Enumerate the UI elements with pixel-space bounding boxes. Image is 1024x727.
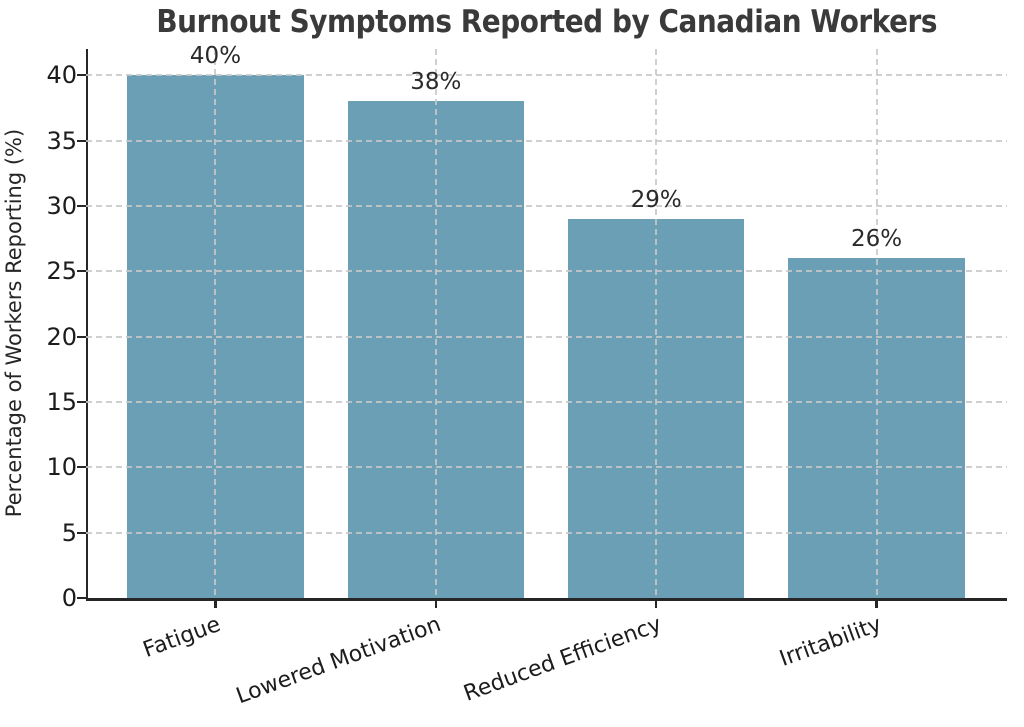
gridline-vertical-3 xyxy=(655,49,658,598)
gridline-vertical-4 xyxy=(875,49,878,598)
y-tick-mark xyxy=(77,139,86,142)
y-tick-mark xyxy=(77,597,86,599)
y-tick-mark xyxy=(77,204,86,207)
x-tick-label-lowered-motivation: Lowered Motivation xyxy=(233,612,445,710)
x-tick-label-reduced-efficiency: Reduced Efficiency xyxy=(460,612,665,707)
bar-value-label: 40% xyxy=(189,43,242,70)
x-tick-mark xyxy=(214,601,217,608)
y-tick-label-10: 10 xyxy=(46,453,77,482)
gridline-horizontal-40 xyxy=(85,74,1007,77)
y-tick-label-30: 30 xyxy=(46,191,77,220)
gridline-horizontal-25 xyxy=(85,270,1007,273)
y-tick-label-20: 20 xyxy=(46,322,77,351)
gridline-vertical-2 xyxy=(434,49,437,598)
y-tick-mark xyxy=(77,270,86,273)
x-axis-spine xyxy=(85,598,1007,601)
x-tick-label-irritability: Irritability xyxy=(776,612,886,672)
chart-title-text: Burnout Symptoms Reported by Canadian Wo… xyxy=(156,4,938,40)
y-tick-label-25: 25 xyxy=(46,257,77,286)
y-axis-spine xyxy=(85,49,88,601)
y-tick-label-15: 15 xyxy=(46,387,77,416)
plot-area: 40% 38% 29% 26% xyxy=(85,43,1007,598)
y-tick-label-5: 5 xyxy=(61,518,77,547)
y-tick-label-35: 35 xyxy=(46,126,77,155)
gridline-horizontal-30 xyxy=(85,204,1007,207)
gridline-horizontal-20 xyxy=(85,335,1007,338)
y-tick-mark xyxy=(77,466,86,469)
x-tick-mark xyxy=(654,601,658,608)
x-tick-label-fatigue: Fatigue xyxy=(140,612,225,663)
y-tick-mark xyxy=(77,531,86,534)
y-tick-mark xyxy=(77,335,86,338)
gridline-horizontal-10 xyxy=(85,466,1007,469)
y-tick-mark xyxy=(77,74,86,77)
x-tick-mark xyxy=(434,601,438,608)
gridline-horizontal-5 xyxy=(85,531,1007,534)
y-tick-label-40: 40 xyxy=(46,61,77,90)
bar-value-label: 26% xyxy=(850,226,903,253)
y-tick-label-0: 0 xyxy=(61,584,77,612)
gridline-horizontal-35 xyxy=(85,139,1007,142)
gridline-vertical-1 xyxy=(214,49,217,598)
y-tick-mark xyxy=(77,400,86,403)
bar-value-label: 29% xyxy=(630,186,682,213)
chart-title: Burnout Symptoms Reported by Canadian Wo… xyxy=(87,4,1007,40)
x-tick-mark xyxy=(875,601,878,608)
gridline-horizontal-15 xyxy=(85,400,1007,403)
bar-value-label: 38% xyxy=(410,69,462,96)
